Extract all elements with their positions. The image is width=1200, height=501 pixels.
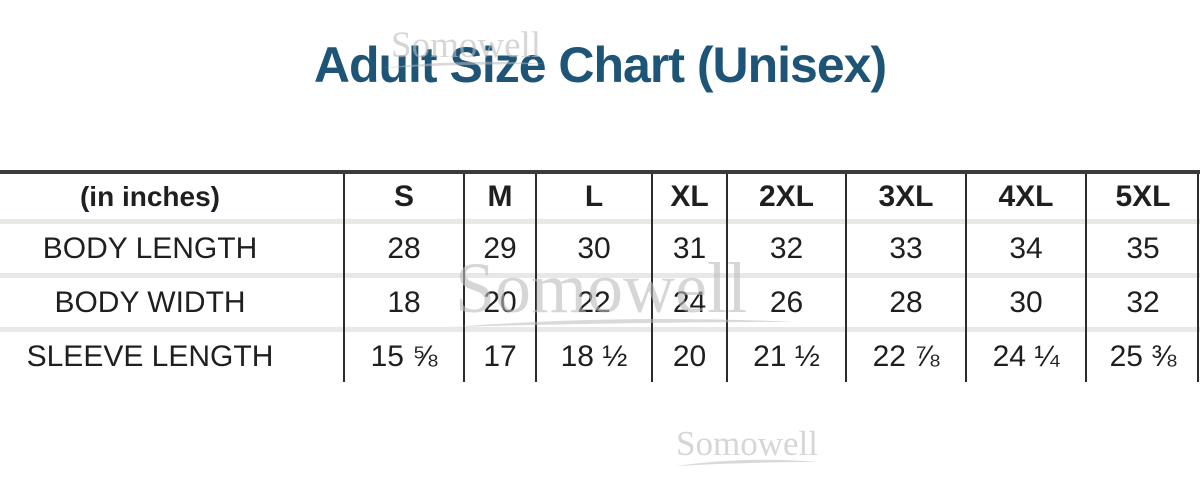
column-header-xl: XL: [670, 180, 709, 213]
table-cell: 18 ½: [560, 340, 628, 373]
table-cell: 20: [672, 340, 707, 373]
watermark-bottom: Somowell: [676, 424, 818, 463]
table-cell: 30: [577, 232, 611, 265]
size-chart-table: (in inches) S M L XL 2XL 3XL 4XL 5XL BOD…: [0, 170, 1200, 383]
table-cell: 28: [387, 232, 421, 265]
watermark-swoosh-bottom: [676, 459, 818, 466]
table-cell: 34: [1009, 232, 1043, 265]
column-header-units: (in inches): [79, 181, 220, 212]
watermark-middle: Somowell: [455, 248, 748, 328]
table-grid-line: [1197, 174, 1199, 382]
table-cell: 20: [483, 286, 517, 319]
table-grid-line: [651, 174, 653, 382]
column-header-l: L: [584, 180, 604, 213]
table-row-body-width: BODY WIDTH 18 20 22 24 26 28 30 32: [0, 278, 1200, 327]
table-cell: 22 ⅞: [872, 340, 940, 373]
table-header-row: (in inches) S M L XL 2XL 3XL 4XL 5XL: [0, 174, 1200, 219]
column-header-4xl: 4XL: [998, 180, 1054, 213]
row-label: SLEEVE LENGTH: [26, 340, 274, 373]
table-cell: 31: [672, 232, 707, 265]
table-cell: 17: [483, 340, 517, 373]
column-header-2xl: 2XL: [758, 180, 815, 213]
column-header-s: S: [393, 180, 414, 213]
table-cell: 22: [577, 286, 611, 319]
table-top-border: [0, 170, 1200, 174]
table-grid-line: [726, 174, 728, 382]
table-cell: 15 ⅝: [370, 340, 438, 373]
row-separator: [0, 219, 1200, 224]
table-cell: 32: [1126, 286, 1160, 319]
table-cell: 24 ¼: [992, 340, 1060, 373]
table-grid-line: [343, 174, 345, 382]
table-grid-line: [1085, 174, 1087, 382]
row-separator: [0, 327, 1200, 332]
table-cell: 35: [1126, 232, 1160, 265]
table-cell: 33: [889, 232, 923, 265]
table-grid-line: [965, 174, 967, 382]
table-cell: 26: [769, 286, 804, 319]
table-cell: 29: [483, 232, 517, 265]
page-title: Adult Size Chart (Unisex): [313, 37, 887, 93]
table-row-body-length: BODY LENGTH 28 29 30 31 32 33 34 35: [0, 224, 1200, 273]
table-cell: 21 ½: [753, 340, 820, 373]
table-cell: 32: [769, 232, 804, 265]
table-cell: 18: [387, 286, 421, 319]
watermark-swoosh-middle: [453, 318, 795, 327]
table-cell: 28: [889, 286, 923, 319]
column-header-3xl: 3XL: [878, 180, 934, 213]
table-cell: 25 ⅜: [1109, 340, 1177, 373]
watermark-top: Somowell: [391, 25, 542, 66]
row-label: BODY WIDTH: [54, 286, 246, 319]
row-label: BODY LENGTH: [42, 232, 258, 265]
column-header-5xl: 5XL: [1115, 180, 1171, 213]
column-header-m: M: [487, 180, 513, 213]
table-grid-line: [845, 174, 847, 382]
row-separator: [0, 273, 1200, 278]
table-grid-line: [535, 174, 537, 382]
table-row-sleeve-length: SLEEVE LENGTH 15 ⅝ 17 18 ½ 20 21 ½ 22 ⅞ …: [0, 332, 1200, 382]
table-cell: 30: [1009, 286, 1043, 319]
table-grid-line: [463, 174, 465, 382]
table-cell: 24: [672, 286, 707, 319]
watermark-swoosh-top: [383, 61, 547, 68]
